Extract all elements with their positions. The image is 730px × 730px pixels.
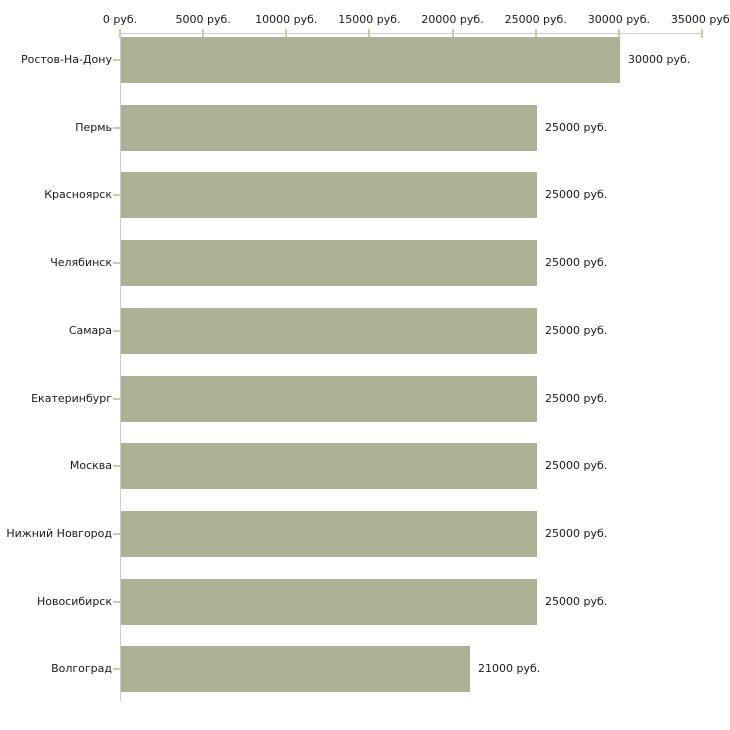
x-tick-label: 0 руб.: [102, 13, 138, 26]
value-label: 25000 руб.: [545, 594, 608, 608]
category-tick: [113, 194, 120, 197]
bar-row: Пермь 25000 руб.: [0, 101, 730, 169]
value-label: 25000 руб.: [545, 323, 608, 337]
bar-row: Нижний Новгород 25000 руб.: [0, 507, 730, 575]
category-label: Красноярск: [44, 188, 112, 202]
category-label: Ростов-На-Дону: [20, 53, 112, 66]
bar: [121, 172, 537, 219]
category-label: Новосибирск: [36, 594, 112, 608]
x-axis-line: [120, 33, 703, 34]
category-label: Челябинск: [50, 256, 112, 270]
value-label: 25000 руб.: [545, 120, 608, 134]
bar-row: Красноярск 25000 руб.: [0, 168, 730, 236]
x-tick-mark: [617, 29, 620, 38]
bar-row: Новосибирск 25000 руб.: [0, 575, 730, 643]
bar-row: Самара 25000 руб.: [0, 304, 730, 372]
x-tick-label: 25000 руб.: [504, 13, 567, 26]
category-tick: [113, 600, 120, 603]
category-label: Нижний Новгород: [6, 526, 112, 540]
category-tick: [113, 668, 120, 671]
x-tick-mark: [534, 29, 537, 38]
x-tick-mark: [451, 29, 454, 38]
bar: [121, 37, 620, 83]
x-tick-mark: [119, 29, 121, 38]
value-label: 25000 руб.: [545, 188, 608, 202]
category-tick: [113, 59, 120, 61]
category-tick: [113, 397, 120, 400]
bar-row: Челябинск 25000 руб.: [0, 236, 730, 304]
value-label: 30000 руб.: [628, 53, 691, 66]
bar: [121, 646, 470, 693]
x-tick-mark: [285, 29, 288, 38]
category-tick: [113, 329, 120, 332]
bar-row: Волгоград 21000 руб.: [0, 642, 730, 710]
bar-row: Москва 25000 руб.: [0, 439, 730, 507]
value-label: 25000 руб.: [545, 391, 608, 405]
x-tick-label: 5000 руб.: [175, 13, 231, 26]
bar-row: Екатеринбург 25000 руб.: [0, 372, 730, 440]
x-tick-label: 35000 руб.: [670, 13, 730, 26]
value-label: 21000 руб.: [478, 662, 541, 676]
bar: [121, 104, 537, 151]
y-axis-line: [120, 33, 121, 701]
category-label: Пермь: [75, 120, 112, 134]
bar: [121, 375, 537, 422]
category-tick: [113, 465, 120, 468]
x-tick-label: 15000 руб.: [338, 13, 401, 26]
category-label: Самара: [68, 323, 112, 337]
category-tick: [113, 126, 120, 129]
category-tick: [113, 262, 120, 265]
bar-row: Ростов-На-Дону 30000 руб.: [0, 33, 730, 101]
category-label: Волгоград: [51, 662, 112, 676]
bar: [121, 578, 537, 625]
x-tick-mark: [202, 29, 205, 38]
bar: [121, 240, 537, 287]
value-label: 25000 руб.: [545, 459, 608, 473]
bar: [121, 510, 537, 557]
x-tick-label: 10000 руб.: [255, 13, 318, 26]
x-tick-mark: [368, 29, 371, 38]
x-tick-mark: [701, 29, 703, 38]
x-tick-label: 30000 руб.: [587, 13, 650, 26]
category-label: Москва: [69, 459, 112, 473]
bar: [121, 307, 537, 354]
x-tick-label: 20000 руб.: [421, 13, 484, 26]
value-label: 25000 руб.: [545, 256, 608, 270]
bar: [121, 443, 537, 490]
value-label: 25000 руб.: [545, 526, 608, 540]
category-label: Екатеринбург: [31, 391, 112, 405]
category-tick: [113, 532, 120, 535]
